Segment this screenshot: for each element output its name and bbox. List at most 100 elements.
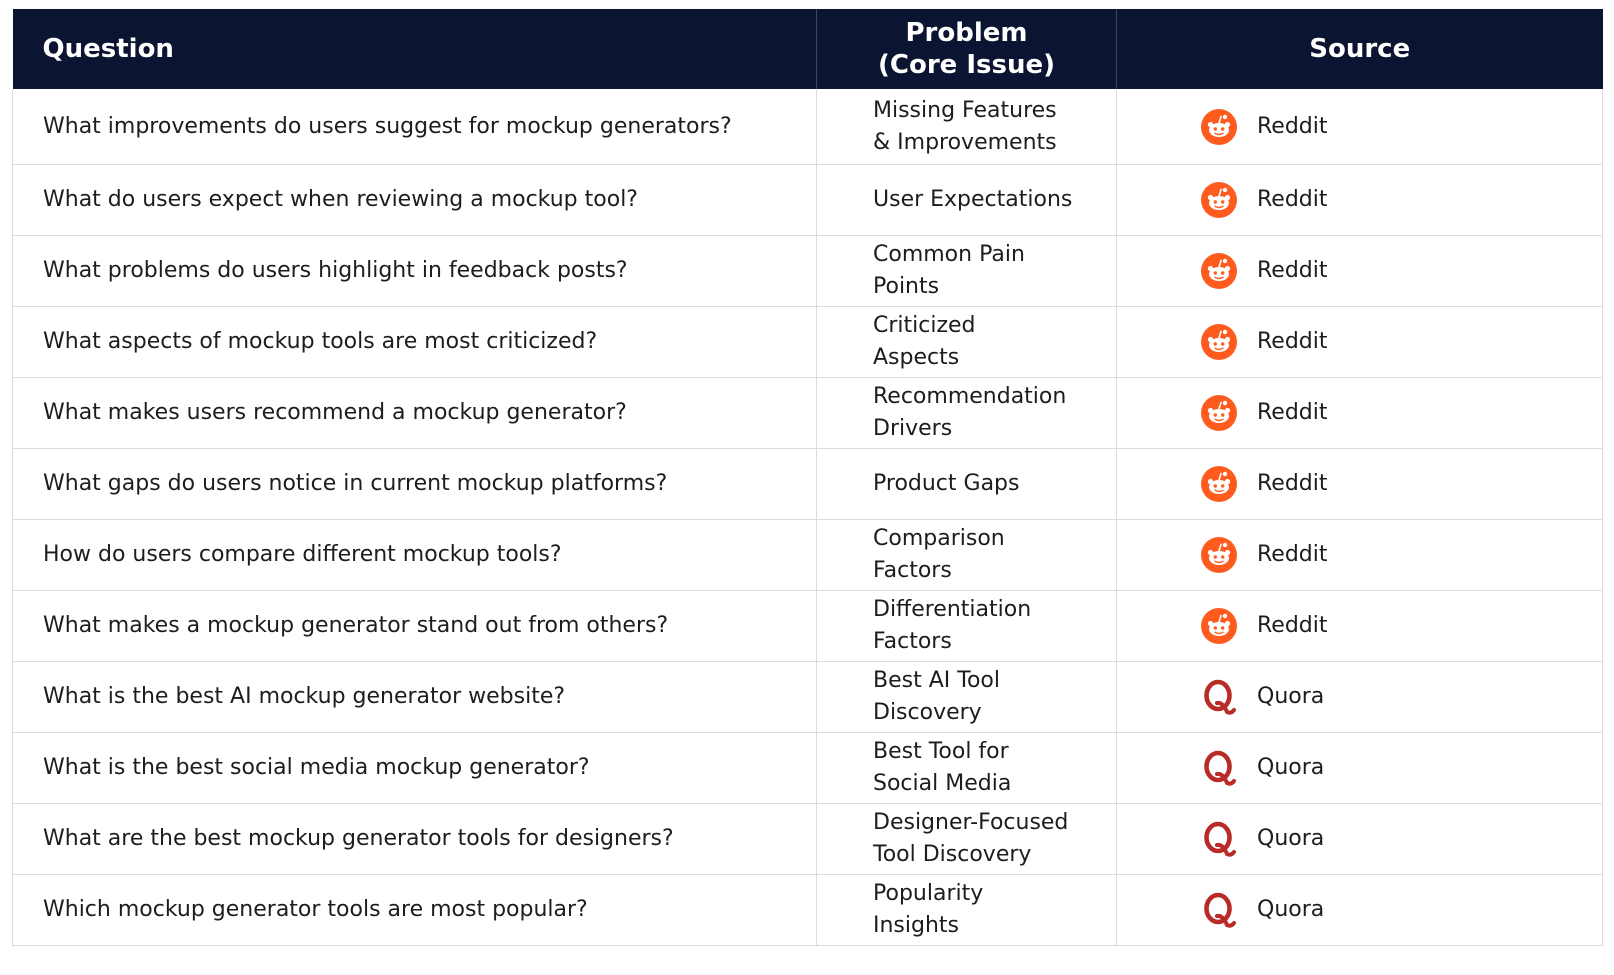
problem-cell: Best AI Tool Discovery <box>816 661 1117 733</box>
problem-cell: Popularity Insights <box>816 874 1117 946</box>
source-wrap: Reddit <box>1117 537 1602 573</box>
question-cell: How do users compare different mockup to… <box>12 519 817 591</box>
source-cell: Reddit <box>1116 590 1603 662</box>
source-label: Reddit <box>1257 329 1328 354</box>
problem-line2: Tool Discovery <box>873 842 1032 867</box>
problem-line2: Points <box>873 274 940 299</box>
table-row: What is the best AI mockup generator web… <box>12 661 1603 733</box>
question-cell: What makes a mockup generator stand out … <box>12 590 817 662</box>
source-label: Quora <box>1257 755 1325 780</box>
problem-line2: Social Media <box>873 771 1012 796</box>
table-row: What problems do users highlight in feed… <box>12 235 1603 307</box>
table-row: What improvements do users suggest for m… <box>12 89 1603 165</box>
problem-cell: Missing Features & Improvements <box>816 89 1117 165</box>
source-label: Reddit <box>1257 187 1328 212</box>
problem-line1: Differentiation <box>873 597 1032 622</box>
source-cell: Reddit <box>1116 164 1603 236</box>
question-cell: What is the best AI mockup generator web… <box>12 661 817 733</box>
reddit-icon <box>1201 108 1237 145</box>
source-cell: Reddit <box>1116 89 1603 165</box>
table-row: What makes users recommend a mockup gene… <box>12 377 1603 449</box>
source-cell: Reddit <box>1116 519 1603 591</box>
problem-line2: Factors <box>873 629 952 654</box>
source-label: Reddit <box>1257 613 1328 638</box>
question-cell: Which mockup generator tools are most po… <box>12 874 817 946</box>
header-problem-line1: Problem <box>905 18 1028 48</box>
header-question: Question <box>12 9 817 89</box>
source-wrap: Quora <box>1117 679 1602 715</box>
question-cell: What makes users recommend a mockup gene… <box>12 377 817 449</box>
problem-cell: Comparison Factors <box>816 519 1117 591</box>
problem-cell: Differentiation Factors <box>816 590 1117 662</box>
question-cell: What aspects of mockup tools are most cr… <box>12 306 817 378</box>
reddit-icon <box>1201 253 1237 289</box>
question-cell: What is the best social media mockup gen… <box>12 732 817 804</box>
problem-cell: User Expectations <box>816 164 1117 236</box>
source-label: Quora <box>1257 826 1325 851</box>
source-label: Reddit <box>1257 471 1328 496</box>
source-label: Quora <box>1257 897 1325 922</box>
source-table-container: Question Problem (Core Issue) Source Wha… <box>12 9 1603 946</box>
problem-line1: User Expectations <box>873 187 1073 212</box>
question-cell: What gaps do users notice in current moc… <box>12 448 817 520</box>
header-row: Question Problem (Core Issue) Source <box>12 9 1603 89</box>
header-problem: Problem (Core Issue) <box>816 9 1117 89</box>
problem-line1: Comparison <box>873 526 1005 551</box>
source-cell: Quora <box>1116 874 1603 946</box>
source-cell: Reddit <box>1116 306 1603 378</box>
problem-line1: Product Gaps <box>873 471 1020 496</box>
table-body: What improvements do users suggest for m… <box>12 89 1603 946</box>
problem-line1: Recommendation <box>873 384 1067 409</box>
reddit-icon <box>1201 537 1237 573</box>
source-wrap: Quora <box>1117 821 1602 857</box>
problem-line2: Discovery <box>873 700 982 725</box>
table-row: Which mockup generator tools are most po… <box>12 874 1603 946</box>
source-label: Reddit <box>1257 113 1328 139</box>
source-wrap: Reddit <box>1117 608 1602 644</box>
questions-table: Question Problem (Core Issue) Source Wha… <box>12 9 1603 946</box>
table-row: How do users compare different mockup to… <box>12 519 1603 591</box>
table-header: Question Problem (Core Issue) Source <box>12 9 1603 89</box>
source-wrap: Quora <box>1117 892 1602 928</box>
table-row: What do users expect when reviewing a mo… <box>12 164 1603 236</box>
problem-line1: Best Tool for <box>873 739 1009 764</box>
source-cell: Reddit <box>1116 448 1603 520</box>
question-cell: What problems do users highlight in feed… <box>12 235 817 307</box>
question-cell: What do users expect when reviewing a mo… <box>12 164 817 236</box>
source-label: Reddit <box>1257 542 1328 567</box>
problem-cell: Product Gaps <box>816 448 1117 520</box>
header-source: Source <box>1116 9 1603 89</box>
table-row: What aspects of mockup tools are most cr… <box>12 306 1603 378</box>
quora-icon <box>1201 821 1237 857</box>
problem-line2: Factors <box>873 558 952 583</box>
reddit-icon <box>1201 324 1237 360</box>
source-wrap: Reddit <box>1117 182 1602 218</box>
question-cell: What are the best mockup generator tools… <box>12 803 817 875</box>
problem-line2: & Improvements <box>873 129 1057 155</box>
problem-line1: Criticized <box>873 313 976 338</box>
source-cell: Reddit <box>1116 235 1603 307</box>
reddit-icon <box>1201 466 1237 502</box>
problem-cell: Designer-Focused Tool Discovery <box>816 803 1117 875</box>
problem-line1: Best AI Tool <box>873 668 1000 693</box>
source-cell: Quora <box>1116 732 1603 804</box>
table-row: What are the best mockup generator tools… <box>12 803 1603 875</box>
problem-line1: Designer-Focused <box>873 810 1069 835</box>
problem-cell: Common Pain Points <box>816 235 1117 307</box>
problem-line2: Aspects <box>873 345 960 370</box>
quora-icon <box>1201 892 1237 928</box>
source-wrap: Reddit <box>1117 324 1602 360</box>
reddit-icon <box>1201 182 1237 218</box>
source-wrap: Quora <box>1117 750 1602 786</box>
problem-line2: Insights <box>873 913 960 938</box>
problem-line1: Common Pain <box>873 242 1025 267</box>
table-row: What is the best social media mockup gen… <box>12 732 1603 804</box>
source-wrap: Reddit <box>1117 108 1602 145</box>
header-problem-line2: (Core Issue) <box>878 50 1055 80</box>
source-cell: Quora <box>1116 803 1603 875</box>
table-row: What gaps do users notice in current moc… <box>12 448 1603 520</box>
source-cell: Reddit <box>1116 377 1603 449</box>
problem-cell: Best Tool for Social Media <box>816 732 1117 804</box>
quora-icon <box>1201 679 1237 715</box>
problem-line2: Drivers <box>873 416 953 441</box>
